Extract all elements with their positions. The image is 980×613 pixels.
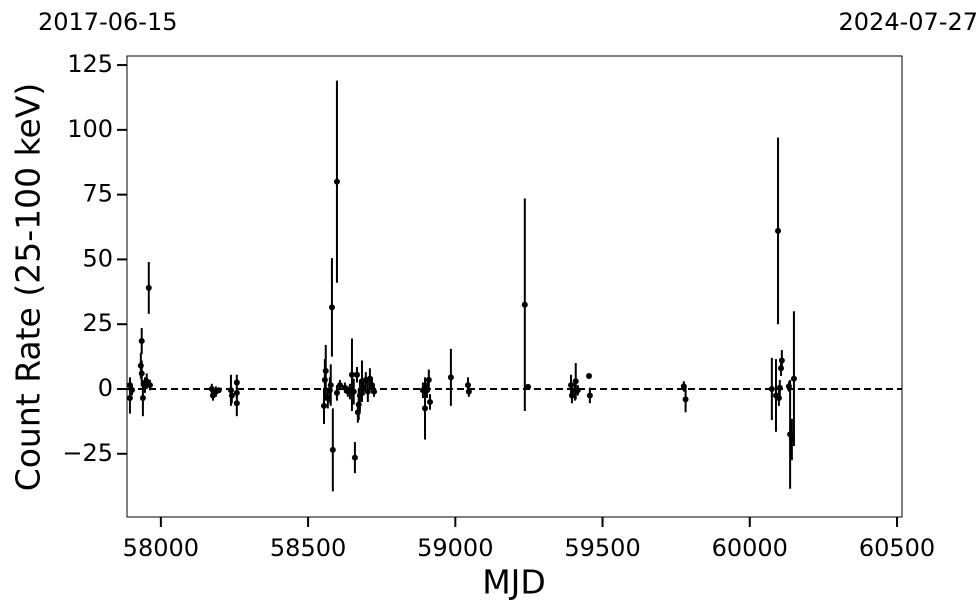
data-point [350, 388, 357, 395]
data-point [322, 367, 329, 374]
y-tick-label: 100 [67, 115, 113, 143]
data-point [572, 378, 579, 385]
data-point [228, 392, 235, 399]
data-point [775, 395, 782, 402]
data-point [421, 405, 428, 412]
start-date: 2017-06-15 [38, 8, 177, 36]
x-tick-label: 60000 [712, 534, 788, 562]
y-tick-label: 75 [82, 180, 113, 208]
data-point [790, 375, 797, 382]
data-point [586, 392, 593, 399]
x-tick-label: 58500 [270, 534, 346, 562]
data-point [348, 371, 355, 378]
data-point [138, 370, 145, 377]
data-point [215, 387, 222, 394]
data-point [574, 387, 581, 394]
data-point [768, 385, 775, 392]
data-point [775, 227, 782, 234]
plot-frame [126, 55, 903, 518]
data-point [336, 382, 343, 389]
data-point [447, 374, 454, 381]
y-tick-label: 125 [67, 50, 113, 78]
data-point [139, 395, 146, 402]
data-point [785, 383, 792, 390]
data-point [329, 446, 336, 453]
y-tick-label: 50 [82, 244, 113, 272]
x-axis-label: MJD [482, 563, 546, 602]
data-point [233, 379, 240, 386]
y-tick-label: 0 [98, 374, 113, 402]
data-point [327, 382, 334, 389]
data-point [364, 388, 371, 395]
data-point [521, 301, 528, 308]
y-axis-label: Count Rate (25-100 keV) [9, 83, 48, 492]
data-point [568, 382, 575, 389]
x-tick-label: 60500 [859, 534, 935, 562]
data-point [371, 388, 378, 395]
data-point [425, 376, 432, 383]
data-point [129, 387, 136, 394]
data-point [233, 400, 240, 407]
data-point [333, 389, 340, 396]
data-point [778, 357, 785, 364]
x-tick-label: 58000 [123, 534, 199, 562]
data-point [682, 396, 689, 403]
data-point [353, 371, 360, 378]
data-point [145, 284, 152, 291]
x-tick-label: 59000 [417, 534, 493, 562]
data-point [776, 384, 783, 391]
data-point [328, 304, 335, 311]
data-point [146, 382, 153, 389]
x-tick-label: 59500 [564, 534, 640, 562]
data-point [320, 402, 327, 409]
data-point [233, 389, 240, 396]
data-point [465, 388, 472, 395]
data-point [585, 373, 592, 380]
data-point [351, 454, 358, 461]
y-tick-label: 25 [82, 309, 113, 337]
end-date: 2024-07-27 [839, 8, 978, 36]
data-point [426, 398, 433, 405]
data-point [568, 392, 575, 399]
y-tick-label: −25 [62, 439, 113, 467]
data-point [138, 338, 145, 345]
data-point [333, 178, 340, 185]
data-point [525, 383, 532, 390]
data-point [126, 395, 133, 402]
